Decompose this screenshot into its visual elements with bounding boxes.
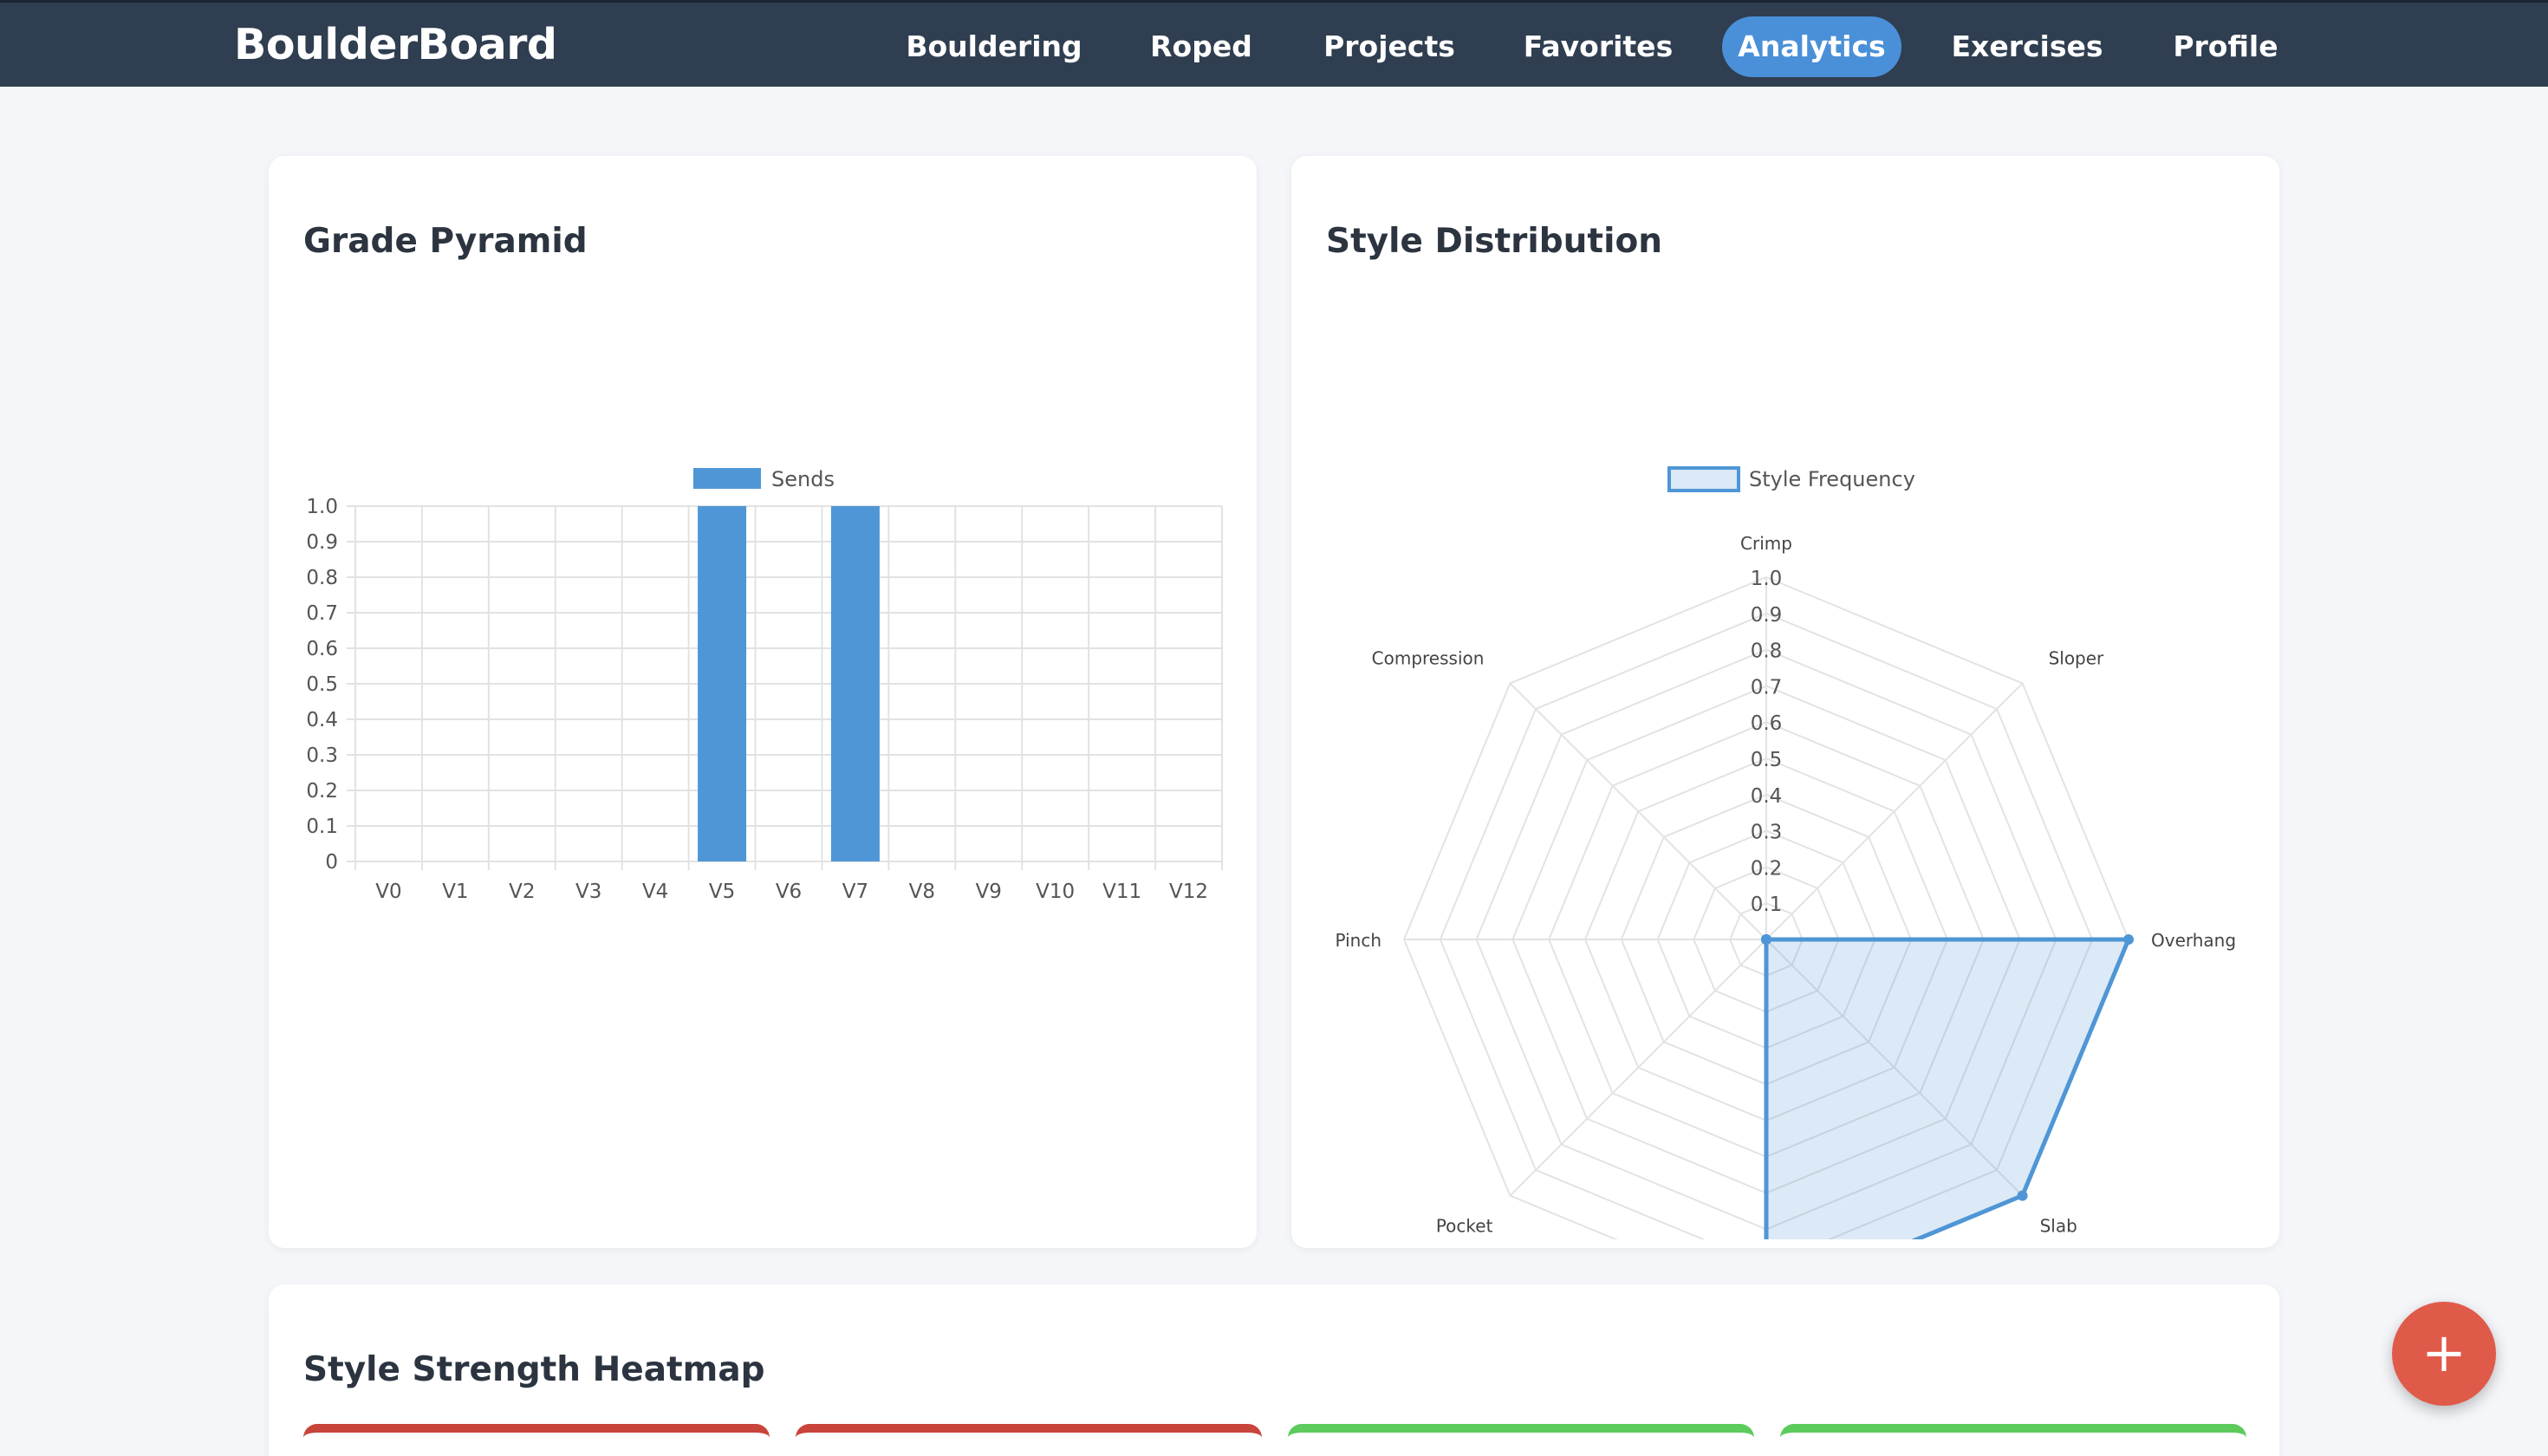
x-tick-label: V11 xyxy=(1102,881,1141,903)
grade-pyramid-chart: Sends 0 0.1 0.2 0.3 0.4 0.5 0.6 0.7 0.8 0.9 1.0 V0 V1… xyxy=(306,467,1223,903)
y-tick-label: 0.6 xyxy=(306,638,338,660)
axis-label-pocket: Pocket xyxy=(1436,1216,1493,1237)
radar-point-slab xyxy=(2017,1190,2028,1201)
style-distribution-chart: Style Frequency 0.1 0.2 0.3 0.4 0.5 0.6 0.7 0.8 0… xyxy=(1335,466,2236,1239)
axis-label-compression: Compression xyxy=(1372,647,1485,668)
bar-v7 xyxy=(830,506,880,861)
heatmap-tile[interactable] xyxy=(796,1424,1262,1450)
x-tick-label: V1 xyxy=(442,881,468,903)
heatmap-tile[interactable] xyxy=(1288,1424,1754,1450)
x-tick-label: V10 xyxy=(1036,881,1075,903)
x-tick-label: V4 xyxy=(642,881,668,903)
r-tick-label: 0.2 xyxy=(1751,857,1783,880)
nav-item-favorites[interactable]: Favorites xyxy=(1523,29,1674,63)
y-tick-label: 0.7 xyxy=(306,602,338,625)
axis-label-crimp: Crimp xyxy=(1740,533,1792,554)
x-tick-label: V0 xyxy=(375,881,401,903)
r-tick-label: 0.1 xyxy=(1751,894,1783,916)
nav-item-analytics[interactable]: Analytics xyxy=(1722,16,1901,77)
y-tick-label: 0.9 xyxy=(306,531,338,554)
nav-item-bouldering[interactable]: Bouldering xyxy=(906,29,1082,63)
y-tick-label: 0.1 xyxy=(306,816,338,838)
radar-point-overhang xyxy=(2123,934,2134,945)
x-tick-label: V9 xyxy=(976,881,1002,903)
grade-pyramid-title: Grade Pyramid xyxy=(303,222,588,261)
axis-label-sloper: Sloper xyxy=(2049,647,2104,668)
r-tick-label: 0.8 xyxy=(1751,640,1783,663)
heatmap-tile[interactable] xyxy=(1780,1424,2246,1450)
r-tick-label: 0.7 xyxy=(1751,676,1783,699)
x-tick-label: V7 xyxy=(842,881,868,903)
brand-logo[interactable]: BoulderBoard xyxy=(234,20,557,69)
nav-item-profile[interactable]: Profile xyxy=(2173,29,2278,63)
radar-spoke xyxy=(1765,682,2024,940)
y-tick-label: 0.4 xyxy=(306,709,338,731)
add-button[interactable]: + xyxy=(2392,1302,2496,1406)
style-distribution-card: Style Distribution Style Frequency 0.1 0.2… xyxy=(1291,156,2279,1248)
radar-series-area xyxy=(1764,937,2131,1239)
radar-point-compression xyxy=(1761,934,1771,945)
radar-ring xyxy=(1402,575,2130,1239)
legend-swatch xyxy=(693,468,761,489)
x-tick-label: V2 xyxy=(509,881,535,903)
r-tick-label: 0.9 xyxy=(1751,604,1783,627)
y-tick-label: 0.5 xyxy=(306,673,338,696)
x-tick-label: V12 xyxy=(1169,881,1208,903)
y-tick-label: 0 xyxy=(325,851,338,874)
heatmap-tile[interactable] xyxy=(303,1424,770,1450)
r-tick-label: 0.6 xyxy=(1751,712,1783,735)
plus-icon: + xyxy=(2421,1321,2467,1384)
y-tick-label: 0.8 xyxy=(306,567,338,589)
bar-v5 xyxy=(698,506,747,861)
axis-label-overhang: Overhang xyxy=(2151,930,2236,951)
x-tick-label: V5 xyxy=(709,881,735,903)
radar-spoke xyxy=(1509,682,1767,940)
legend-label: Sends xyxy=(771,467,835,491)
radar-ring xyxy=(1439,612,2094,1239)
grade-pyramid-card: Grade Pyramid Sends 0 0.1 0.2 0.3 0.4 0.5 0.6 0.… xyxy=(269,156,1257,1248)
legend-label: Style Frequency xyxy=(1749,467,1915,491)
axis-label-slab: Slab xyxy=(2040,1216,2077,1237)
heatmap-title: Style Strength Heatmap xyxy=(303,1350,765,1389)
x-tick-label: V8 xyxy=(909,881,935,903)
r-tick-label: 0.3 xyxy=(1751,822,1783,844)
legend-swatch xyxy=(1667,466,1740,492)
top-navbar: BoulderBoard Bouldering Roped Projects F… xyxy=(0,0,2548,87)
y-tick-label: 0.3 xyxy=(306,744,338,767)
radar-spoke xyxy=(1509,939,1767,1197)
r-tick-label: 1.0 xyxy=(1751,568,1783,590)
style-distribution-title: Style Distribution xyxy=(1326,222,1663,261)
nav-item-roped[interactable]: Roped xyxy=(1150,29,1252,63)
nav-item-exercises[interactable]: Exercises xyxy=(1951,29,2103,63)
x-tick-label: V6 xyxy=(776,881,802,903)
axis-label-pinch: Pinch xyxy=(1335,930,1381,951)
y-tick-label: 0.2 xyxy=(306,780,338,803)
r-tick-label: 0.4 xyxy=(1751,785,1783,808)
x-tick-label: V3 xyxy=(575,881,601,903)
r-tick-label: 0.5 xyxy=(1751,749,1783,771)
radar-spoke xyxy=(1765,939,2024,1197)
nav-item-projects[interactable]: Projects xyxy=(1323,29,1455,63)
y-tick-label: 1.0 xyxy=(306,496,338,518)
